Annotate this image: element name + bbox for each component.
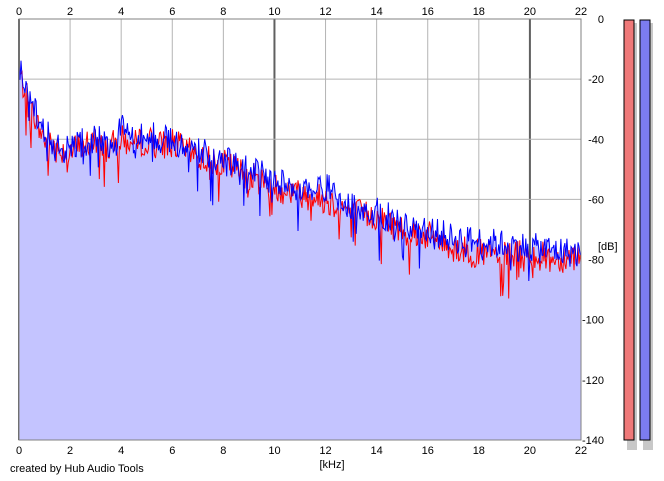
y-tick-label: -40	[588, 134, 604, 146]
x-tick-label-bottom: 22	[575, 445, 587, 457]
y-tick-label: -60	[588, 194, 604, 206]
y-tick-label: -120	[582, 375, 604, 387]
x-tick-label-top: 14	[371, 6, 383, 18]
y-tick-label: 0	[598, 14, 604, 26]
y-tick-label: -100	[582, 315, 604, 327]
credit-text: created by Hub Audio Tools	[10, 463, 144, 475]
y-tick-label: -80	[588, 255, 604, 267]
x-tick-label-top: 12	[319, 6, 331, 18]
y-tick-label: -140	[582, 435, 604, 447]
x-tick-label-bottom: 20	[524, 445, 536, 457]
series-line-blue	[18, 60, 582, 282]
axis-ticks: 002244668810101212141416161818202022220-…	[16, 6, 604, 457]
x-tick-label-bottom: 2	[67, 445, 73, 457]
x-tick-label-bottom: 18	[473, 445, 485, 457]
x-tick-label-top: 8	[220, 6, 226, 18]
x-tick-label-top: 20	[524, 6, 536, 18]
x-tick-label-bottom: 0	[16, 445, 22, 457]
spectrum-fill	[19, 60, 581, 440]
x-tick-label-top: 16	[422, 6, 434, 18]
x-tick-label-top: 18	[473, 6, 485, 18]
x-tick-label-bottom: 14	[371, 445, 383, 457]
level-meter-bar	[623, 19, 635, 441]
x-tick-label-bottom: 10	[268, 445, 280, 457]
level-meter-bar	[639, 19, 651, 441]
x-tick-label-bottom: 12	[319, 445, 331, 457]
x-tick-label-top: 6	[169, 6, 175, 18]
y-tick-label: -20	[588, 74, 604, 86]
x-tick-label-top: 4	[118, 6, 124, 18]
x-tick-label-top: 2	[67, 6, 73, 18]
x-tick-label-bottom: 16	[422, 445, 434, 457]
x-tick-label-top: 10	[268, 6, 280, 18]
y-axis-label: [dB]	[598, 241, 618, 253]
x-tick-label-bottom: 4	[118, 445, 124, 457]
x-axis-label: [kHz]	[319, 459, 344, 471]
x-tick-label-bottom: 8	[220, 445, 226, 457]
plot-frame	[18, 18, 582, 441]
x-tick-label-top: 22	[575, 6, 587, 18]
level-meters	[623, 19, 653, 450]
series-line-red	[18, 70, 582, 299]
x-tick-label-top: 0	[16, 6, 22, 18]
x-tick-label-bottom: 6	[169, 445, 175, 457]
